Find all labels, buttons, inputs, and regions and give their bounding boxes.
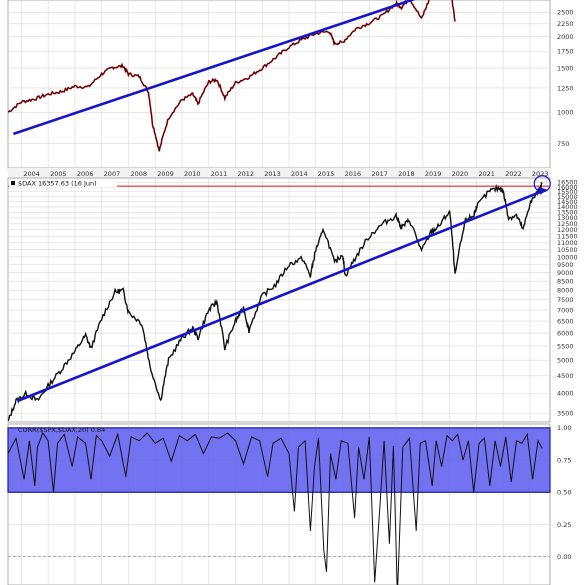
x-tick-label: 2007 — [104, 170, 121, 178]
y-tick-label: 0.00 — [557, 553, 571, 561]
y-tick-label: 0.50 — [557, 489, 571, 497]
trendline-arrow — [538, 186, 548, 195]
y-tick-label: 7000 — [557, 306, 574, 314]
x-tick-label: 2018 — [398, 170, 415, 178]
x-tick-label: 2021 — [478, 170, 495, 178]
y-tick-label: 750 — [557, 140, 569, 148]
y-tick-label: 1750 — [557, 48, 574, 56]
x-tick-label: 2008 — [130, 170, 147, 178]
y-tick-label: 1250 — [557, 84, 574, 92]
y-tick-label: 5500 — [557, 342, 574, 350]
y-tick-label: 9000 — [557, 269, 574, 277]
x-tick-label: 2014 — [291, 170, 308, 178]
y-tick-label: 11000 — [557, 239, 578, 247]
x-axis-band — [8, 168, 550, 178]
y-tick-label: 16000 — [557, 183, 578, 191]
y-tick-label: 2250 — [557, 20, 574, 28]
dax-price-line — [8, 182, 543, 422]
y-tick-label: 8500 — [557, 277, 574, 285]
correlation-line — [8, 431, 543, 585]
y-tick-label: 2500 — [557, 9, 574, 17]
trendline — [12, 0, 416, 136]
x-tick-label: 2023 — [532, 170, 549, 178]
x-tick-label: 2019 — [425, 170, 442, 178]
y-tick-label: 1.00 — [557, 424, 571, 432]
correlation-panel: 1.00 0.75 0.50 0.25 0.00 CORR($SPX,$DAX,20) 0… — [7, 423, 571, 585]
x-tick-label: 2015 — [318, 170, 335, 178]
y-tick-label: 10500 — [557, 246, 578, 254]
highlight-circle — [533, 175, 551, 193]
x-tick-label: 2022 — [505, 170, 522, 178]
y-tick-label: 13000 — [557, 214, 578, 222]
y-tick-label: 3500 — [557, 410, 574, 418]
y-tick-label: 1000 — [557, 109, 574, 117]
dax-legend: $DAX 16357.63 (16 Jun) — [18, 180, 97, 188]
y-tick-label: 6500 — [557, 317, 574, 325]
y-tick-label: 4500 — [557, 372, 574, 380]
y-tick-label: 15000 — [557, 193, 578, 201]
y-tick-label: 6000 — [557, 329, 574, 337]
correlation-legend: CORR($SPX,$DAX,20) 0.84 — [18, 426, 105, 434]
y-tick-label: 15500 — [557, 188, 578, 196]
x-tick-label: 2016 — [345, 170, 362, 178]
x-tick-label: 2009 — [157, 170, 174, 178]
y-tick-label: 13500 — [557, 209, 578, 217]
y-tick-label: 12000 — [557, 226, 578, 234]
y-tick-label: 11500 — [557, 232, 578, 240]
dax-price-panel: 1650016000155001500014500140001350013000… — [7, 175, 578, 423]
panel-frame — [7, 0, 551, 169]
x-tick-label: 2011 — [211, 170, 228, 178]
y-tick-label: 2000 — [557, 33, 574, 41]
y-tick-label: 8000 — [557, 286, 574, 294]
x-tick-label: 2004 — [23, 170, 40, 178]
y-tick-label: 0.25 — [557, 521, 571, 529]
legend-box — [9, 179, 117, 187]
x-tick-label: 2006 — [77, 170, 94, 178]
y-tick-label: 0.75 — [557, 456, 571, 464]
correlation-band — [7, 427, 551, 493]
y-tick-label: 7500 — [557, 296, 574, 304]
y-tick-label: 14000 — [557, 203, 578, 211]
y-tick-label: 14500 — [557, 198, 578, 206]
x-tick-label: 2010 — [184, 170, 201, 178]
x-tick-label: 2020 — [452, 170, 469, 178]
x-tick-label: 2012 — [238, 170, 255, 178]
trendline — [16, 189, 544, 403]
legend-swatch — [11, 181, 15, 185]
y-tick-label: 16500 — [557, 179, 578, 187]
y-tick-label: 5000 — [557, 356, 574, 364]
y-tick-label: 4000 — [557, 390, 574, 398]
y-tick-label: 9500 — [557, 261, 574, 269]
top-price-panel: 2500 2250 2000 1750 1500 1250 1000 750 — [7, 0, 574, 169]
y-tick-label: 10000 — [557, 253, 578, 261]
x-tick-label: 2017 — [371, 170, 388, 178]
x-tick-label: 2013 — [264, 170, 281, 178]
y-tick-label: 1500 — [557, 64, 574, 72]
price-line — [8, 0, 456, 152]
x-tick-label: 2005 — [50, 170, 67, 178]
y-tick-label: 12500 — [557, 220, 578, 228]
x-axis: 2004 2005 2006 2007 2008 2009 2010 2011 2012 2013… — [8, 168, 550, 178]
